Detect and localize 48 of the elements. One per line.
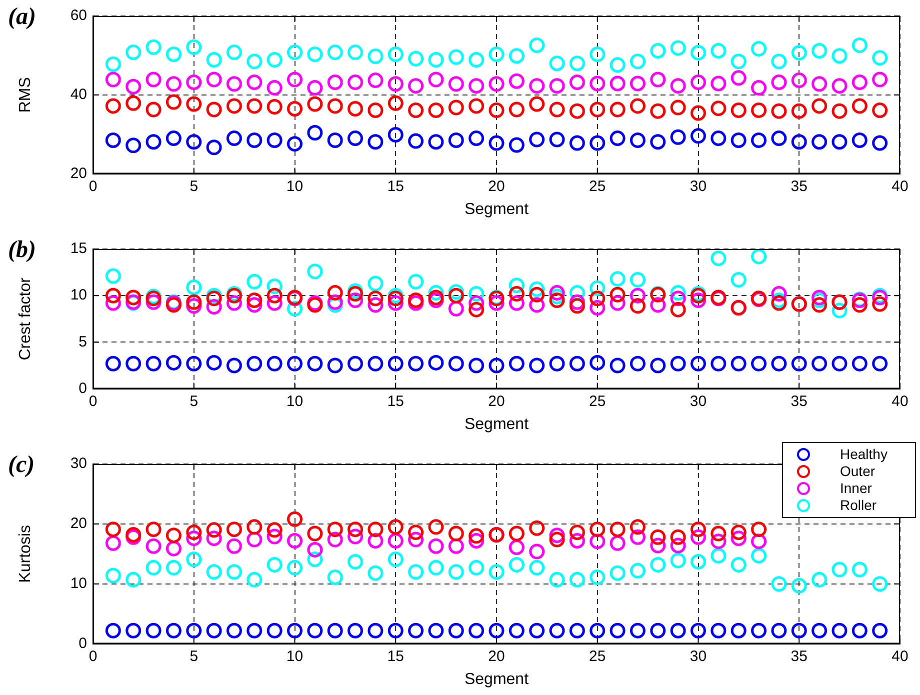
x-axis-title: Segment xyxy=(464,670,530,688)
x-tick-label: 35 xyxy=(790,648,808,665)
y-axis-title: RMS xyxy=(17,77,34,113)
x-tick-label: 25 xyxy=(589,392,606,410)
y-axis-title: Crest factor xyxy=(17,276,34,360)
chart-title: (b) xyxy=(8,237,36,264)
x-tick-label: 30 xyxy=(690,648,707,665)
y-tick-label: 0 xyxy=(78,634,87,652)
y-tick-label: 20 xyxy=(70,164,87,182)
y-tick-label: 30 xyxy=(70,455,87,472)
chart-title: (c) xyxy=(8,452,35,478)
x-tick-label: 20 xyxy=(488,392,505,410)
legend-label: Healthy xyxy=(840,446,888,463)
y-tick-label: 0 xyxy=(78,380,87,397)
y-tick-label: 10 xyxy=(70,286,87,304)
x-tick-label: 40 xyxy=(892,178,908,195)
x-tick-label: 15 xyxy=(387,648,404,665)
y-tick-label: 5 xyxy=(78,333,87,350)
x-axis-title: Segment xyxy=(464,200,530,218)
x-tick-label: 10 xyxy=(286,178,304,195)
x-tick-label: 5 xyxy=(190,178,198,195)
x-tick-label: 5 xyxy=(190,648,198,665)
y-tick-label: 15 xyxy=(70,240,87,258)
x-tick-label: 25 xyxy=(589,178,606,195)
y-tick-label: 10 xyxy=(70,575,87,592)
y-tick-label: 60 xyxy=(70,7,87,24)
chart-title: (a) xyxy=(8,4,36,30)
x-axis-title: Segment xyxy=(464,416,530,433)
y-tick-label: 40 xyxy=(70,86,87,104)
x-tick-label: 30 xyxy=(690,392,707,410)
x-tick-label: 20 xyxy=(488,178,505,195)
x-tick-label: 10 xyxy=(286,648,304,665)
y-tick-label: 20 xyxy=(70,515,87,532)
x-tick-label: 40 xyxy=(892,648,908,665)
y-axis-title: Kurtosis xyxy=(17,525,34,583)
x-tick-label: 20 xyxy=(488,648,505,665)
x-tick-label: 15 xyxy=(387,178,404,195)
legend-label: Inner xyxy=(840,480,872,497)
x-tick-label: 25 xyxy=(589,648,606,665)
x-tick-label: 15 xyxy=(387,392,404,410)
x-tick-label: 5 xyxy=(190,392,198,410)
legend-label: Outer xyxy=(840,463,876,480)
legend-label: Roller xyxy=(840,497,877,514)
x-tick-label: 35 xyxy=(790,178,808,195)
x-tick-label: 10 xyxy=(286,392,304,410)
x-tick-label: 30 xyxy=(690,178,707,195)
x-tick-label: 40 xyxy=(892,392,908,410)
x-tick-label: 35 xyxy=(790,392,808,410)
